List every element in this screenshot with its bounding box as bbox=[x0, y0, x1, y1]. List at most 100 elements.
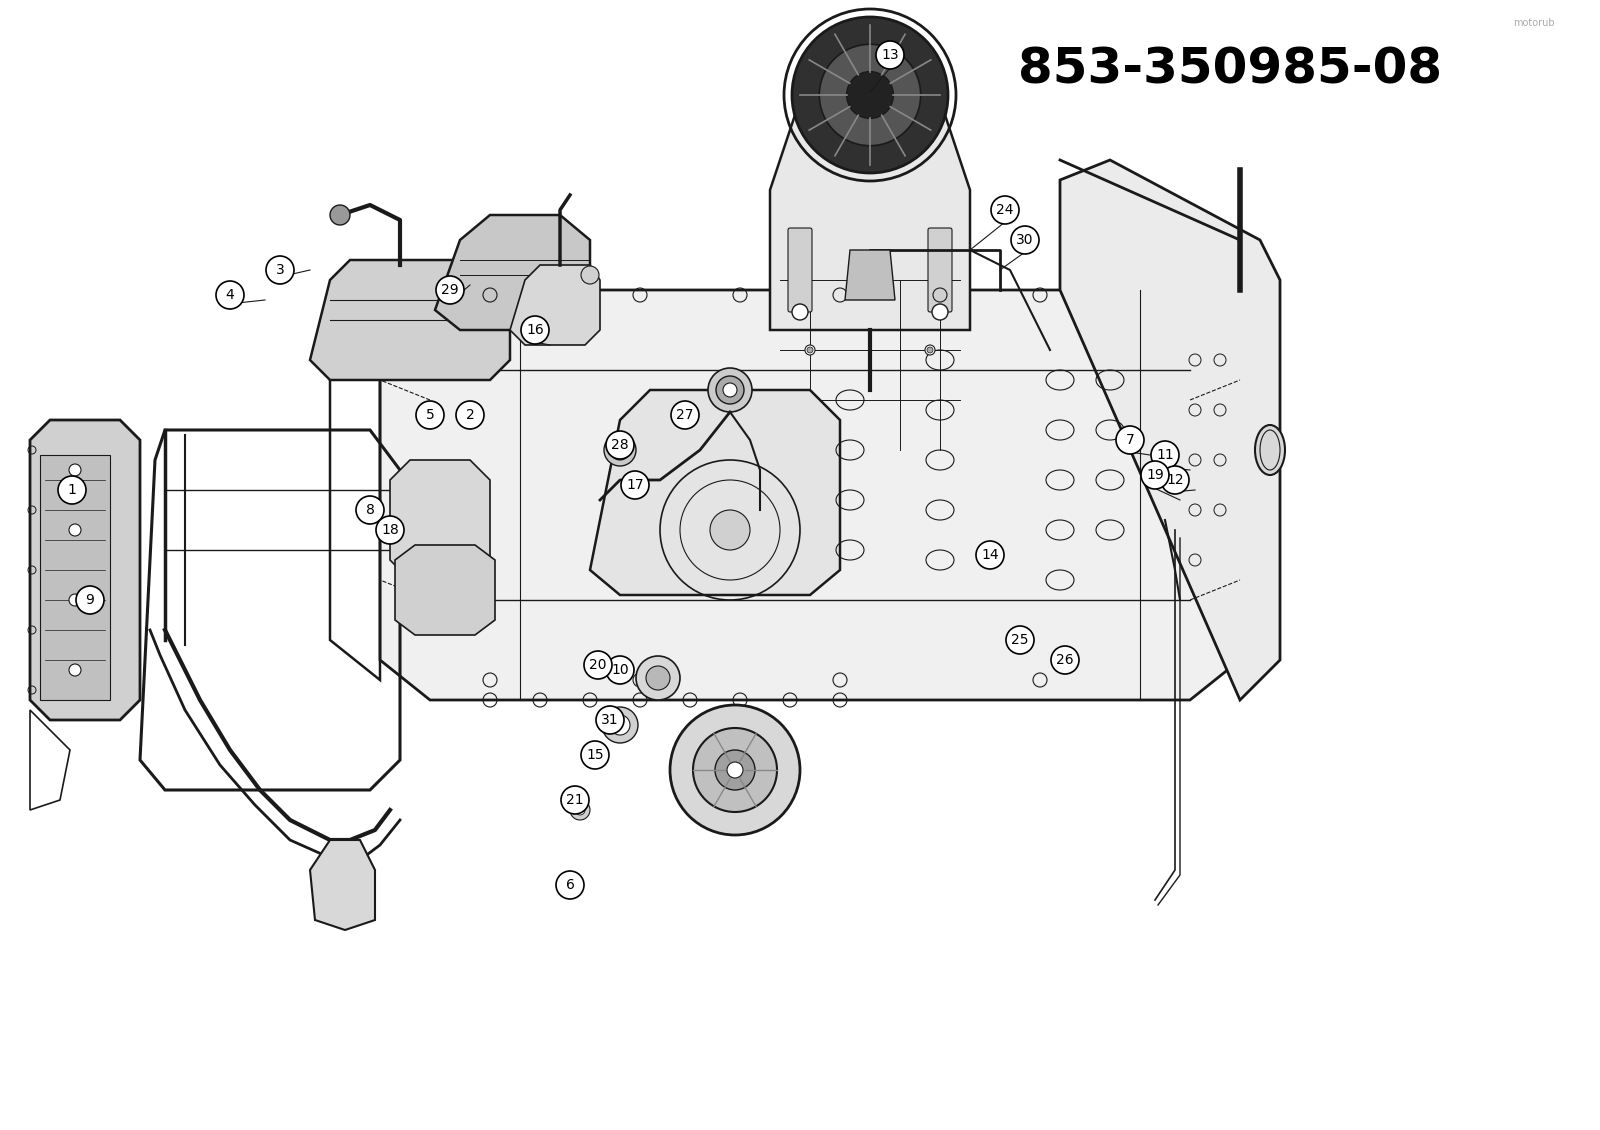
Text: motorub: motorub bbox=[1514, 18, 1555, 28]
Circle shape bbox=[670, 705, 800, 835]
Circle shape bbox=[355, 496, 384, 524]
Polygon shape bbox=[390, 460, 490, 580]
Text: 1: 1 bbox=[67, 483, 77, 497]
Ellipse shape bbox=[1254, 425, 1285, 475]
Circle shape bbox=[330, 205, 350, 225]
Text: 18: 18 bbox=[381, 523, 398, 537]
Text: 2: 2 bbox=[466, 408, 474, 421]
Circle shape bbox=[570, 800, 590, 820]
Circle shape bbox=[710, 510, 750, 550]
Text: 7: 7 bbox=[1126, 433, 1134, 447]
FancyBboxPatch shape bbox=[928, 228, 952, 312]
Circle shape bbox=[637, 657, 680, 699]
Text: 16: 16 bbox=[526, 323, 544, 337]
Circle shape bbox=[792, 304, 808, 320]
Text: 853-350985-08: 853-350985-08 bbox=[1018, 46, 1442, 94]
Circle shape bbox=[435, 276, 464, 304]
Text: 25: 25 bbox=[1011, 633, 1029, 647]
Polygon shape bbox=[310, 840, 374, 930]
Polygon shape bbox=[310, 260, 510, 380]
Text: 21: 21 bbox=[566, 793, 584, 807]
Polygon shape bbox=[395, 545, 494, 635]
Circle shape bbox=[931, 304, 947, 320]
Text: 14: 14 bbox=[981, 548, 998, 562]
Circle shape bbox=[456, 401, 483, 429]
Circle shape bbox=[557, 871, 584, 899]
Circle shape bbox=[1166, 472, 1182, 488]
Polygon shape bbox=[30, 420, 141, 720]
Circle shape bbox=[610, 715, 630, 734]
Circle shape bbox=[216, 281, 243, 308]
Circle shape bbox=[1006, 626, 1034, 654]
Circle shape bbox=[990, 195, 1019, 224]
Circle shape bbox=[670, 401, 699, 429]
Circle shape bbox=[1150, 441, 1179, 469]
Polygon shape bbox=[40, 455, 110, 699]
Circle shape bbox=[877, 41, 904, 69]
Circle shape bbox=[69, 594, 82, 606]
Text: 10: 10 bbox=[611, 663, 629, 677]
Circle shape bbox=[376, 516, 403, 544]
Text: 17: 17 bbox=[626, 478, 643, 492]
Circle shape bbox=[602, 707, 638, 744]
Circle shape bbox=[77, 586, 104, 614]
Polygon shape bbox=[510, 266, 600, 345]
Text: 26: 26 bbox=[1056, 653, 1074, 667]
Text: 6: 6 bbox=[565, 878, 574, 892]
Circle shape bbox=[522, 316, 549, 344]
Circle shape bbox=[846, 71, 893, 119]
Circle shape bbox=[562, 786, 589, 814]
Circle shape bbox=[805, 345, 814, 355]
Circle shape bbox=[1141, 461, 1170, 489]
Text: 31: 31 bbox=[602, 713, 619, 727]
Text: 12: 12 bbox=[1166, 473, 1184, 487]
Text: 27: 27 bbox=[677, 408, 694, 421]
Circle shape bbox=[693, 728, 778, 812]
Circle shape bbox=[69, 664, 82, 676]
Circle shape bbox=[621, 471, 650, 499]
Circle shape bbox=[1162, 466, 1189, 494]
Circle shape bbox=[646, 666, 670, 690]
Text: 15: 15 bbox=[586, 748, 603, 762]
Text: 24: 24 bbox=[997, 203, 1014, 217]
Circle shape bbox=[1051, 646, 1078, 673]
Circle shape bbox=[1011, 226, 1038, 254]
Circle shape bbox=[806, 347, 813, 353]
Circle shape bbox=[266, 257, 294, 284]
Circle shape bbox=[581, 741, 610, 770]
Circle shape bbox=[605, 434, 637, 466]
Circle shape bbox=[595, 706, 624, 734]
Circle shape bbox=[606, 657, 634, 684]
Circle shape bbox=[819, 44, 920, 146]
Polygon shape bbox=[381, 290, 1240, 699]
Circle shape bbox=[726, 762, 742, 777]
Text: 3: 3 bbox=[275, 263, 285, 277]
Circle shape bbox=[926, 347, 933, 353]
FancyBboxPatch shape bbox=[787, 228, 813, 312]
Circle shape bbox=[976, 541, 1005, 570]
Polygon shape bbox=[1059, 160, 1280, 699]
Text: 9: 9 bbox=[85, 593, 94, 607]
Text: 13: 13 bbox=[882, 47, 899, 62]
Polygon shape bbox=[590, 390, 840, 596]
Circle shape bbox=[574, 805, 586, 815]
Text: 19: 19 bbox=[1146, 468, 1163, 483]
Polygon shape bbox=[770, 70, 970, 330]
Text: 29: 29 bbox=[442, 282, 459, 297]
Text: 11: 11 bbox=[1157, 447, 1174, 462]
Text: 4: 4 bbox=[226, 288, 234, 302]
Circle shape bbox=[715, 750, 755, 790]
Text: 30: 30 bbox=[1016, 233, 1034, 247]
Text: 20: 20 bbox=[589, 658, 606, 672]
Text: 8: 8 bbox=[365, 503, 374, 518]
Circle shape bbox=[581, 266, 598, 284]
Polygon shape bbox=[435, 215, 590, 330]
Circle shape bbox=[717, 376, 744, 405]
Text: 5: 5 bbox=[426, 408, 434, 421]
Circle shape bbox=[792, 17, 947, 173]
Circle shape bbox=[69, 464, 82, 476]
Circle shape bbox=[606, 431, 634, 459]
Polygon shape bbox=[845, 250, 894, 299]
Circle shape bbox=[58, 476, 86, 504]
Circle shape bbox=[610, 440, 630, 460]
